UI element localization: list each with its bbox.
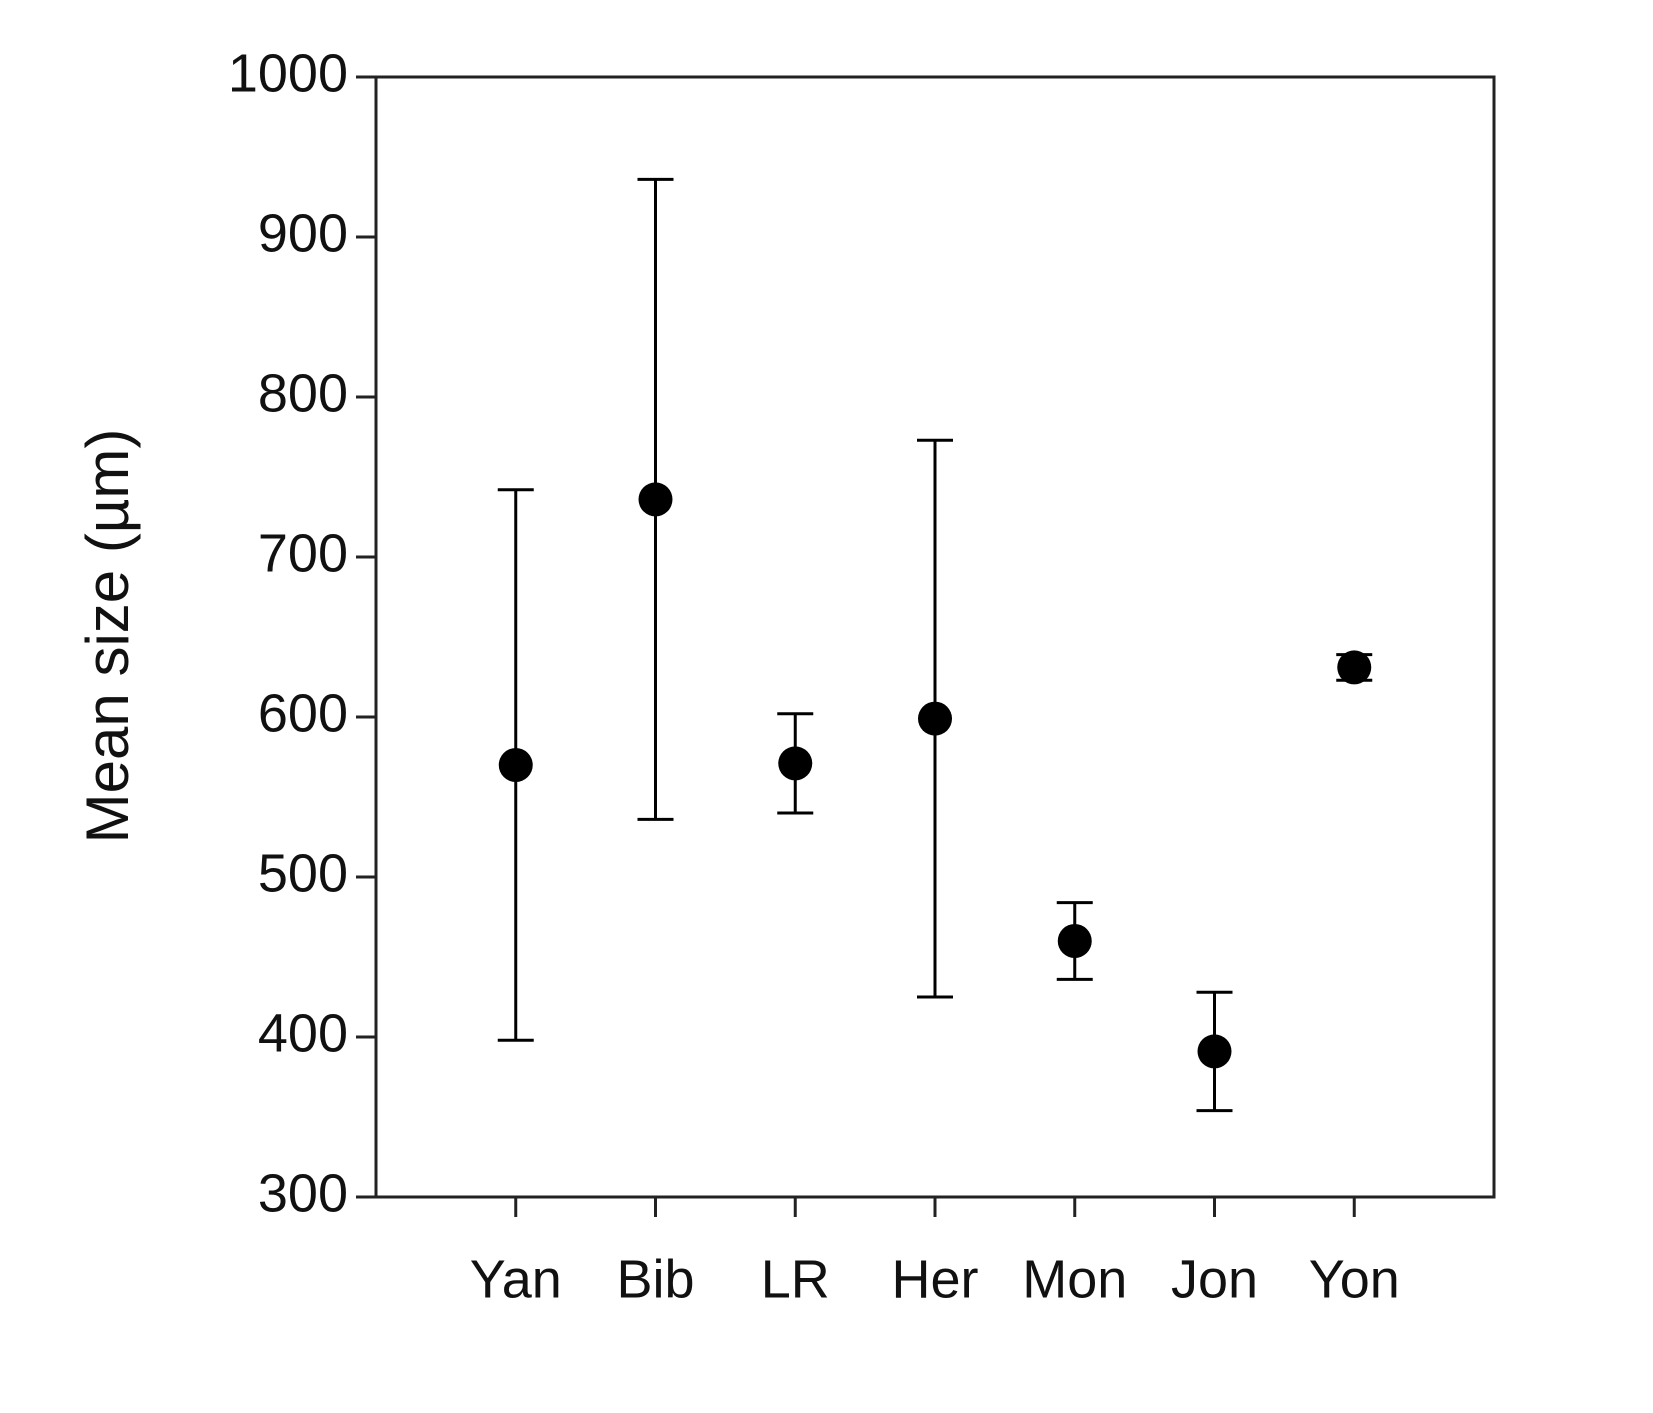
x-tick-label: Yon [1309, 1249, 1400, 1309]
x-tick-label: Mon [1022, 1249, 1127, 1309]
x-tick-label: Bib [616, 1249, 694, 1309]
point [1197, 1034, 1232, 1069]
y-tick-label: 500 [258, 843, 348, 903]
y-tick-label: 800 [258, 363, 348, 423]
x-tick-label: Yan [470, 1249, 562, 1309]
point [1057, 924, 1092, 958]
point [778, 746, 813, 781]
x-tick-label: Jon [1171, 1249, 1258, 1309]
y-tick-label: 300 [258, 1163, 348, 1223]
point [498, 748, 533, 782]
y-tick-label: 900 [258, 203, 348, 263]
point [918, 701, 952, 736]
x-tick-label: LR [761, 1249, 830, 1309]
x-tick-label: Her [891, 1249, 978, 1309]
y-tick-label: 600 [258, 683, 348, 743]
y-tick-label: 400 [258, 1003, 348, 1063]
point [638, 482, 673, 517]
y-tick-label: 1000 [228, 43, 348, 103]
point [1337, 650, 1372, 685]
y-axis-label: Mean size (µm) [74, 429, 141, 844]
y-tick-label: 700 [258, 523, 348, 583]
